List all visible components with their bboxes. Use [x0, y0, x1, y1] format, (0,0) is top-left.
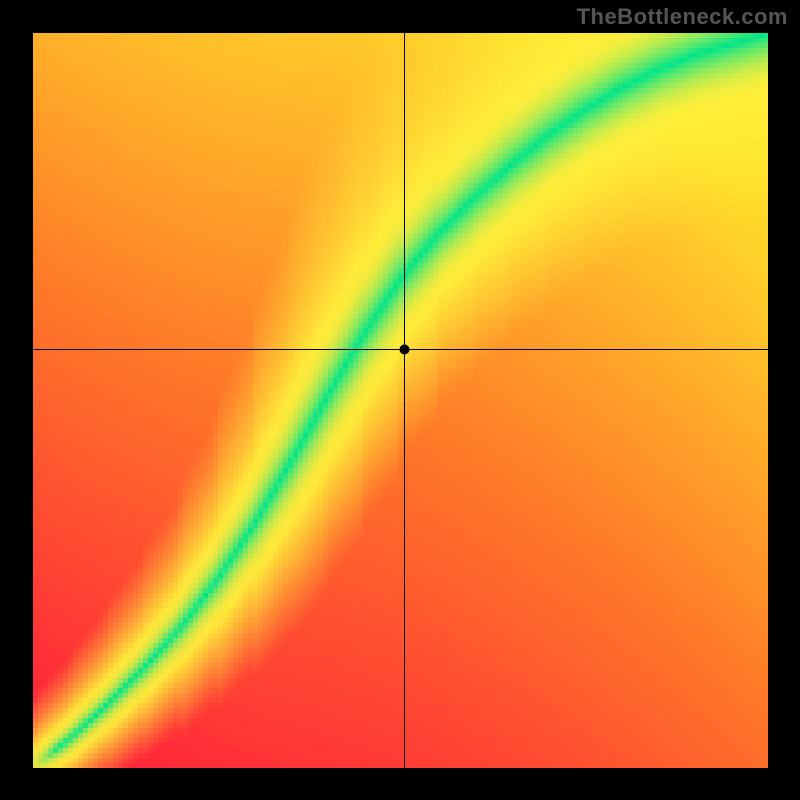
- watermark-text: TheBottleneck.com: [577, 4, 788, 30]
- crosshair-overlay: [33, 33, 768, 768]
- chart-container: TheBottleneck.com: [0, 0, 800, 800]
